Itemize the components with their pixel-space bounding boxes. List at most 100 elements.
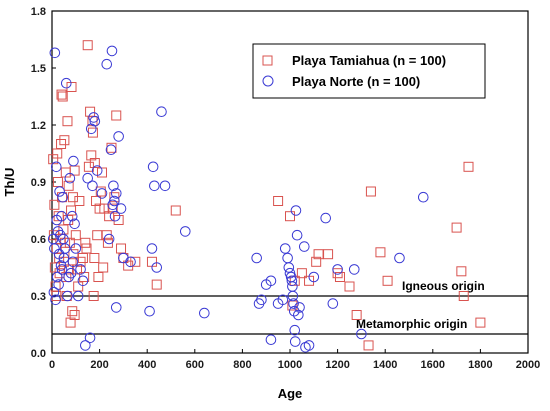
- norte-point: [356, 328, 367, 340]
- legend-box: [252, 43, 486, 99]
- norte-point: [80, 340, 91, 351]
- x-tick-label: 800: [233, 359, 251, 371]
- norte-point: [59, 243, 71, 254]
- norte-point: [277, 294, 289, 306]
- norte-point: [147, 161, 159, 173]
- tamiahua-point: [113, 215, 124, 225]
- tamiahua-point: [48, 230, 59, 241]
- norte-point: [348, 264, 360, 275]
- tamiahua-point: [351, 310, 362, 320]
- norte-point: [96, 188, 108, 199]
- norte-point: [48, 286, 60, 298]
- tamiahua-point: [323, 249, 334, 260]
- norte-point: [57, 191, 69, 203]
- tamiahua-point: [70, 230, 81, 241]
- norte-point: [108, 180, 119, 192]
- norte-point: [103, 233, 115, 245]
- norte-point: [89, 115, 101, 127]
- norte-point: [70, 243, 82, 254]
- tamiahua-point: [104, 211, 115, 222]
- tamiahua-point: [66, 205, 77, 216]
- tamiahua-point: [68, 249, 79, 260]
- legend-label-norte: Playa Norte (n = 100): [292, 74, 420, 89]
- tamiahua-point: [95, 186, 106, 197]
- legend-circle-icon: [262, 75, 274, 87]
- norte-point: [144, 305, 155, 317]
- tamiahua-point: [62, 116, 73, 127]
- tamiahua-point: [96, 167, 107, 178]
- norte-point: [56, 264, 68, 275]
- tamiahua-point: [289, 275, 300, 286]
- tamiahua-point: [67, 306, 78, 317]
- norte-point: [293, 309, 304, 321]
- x-tick-label: 0: [49, 359, 55, 371]
- tamiahua-point: [334, 272, 345, 282]
- tamiahua-point: [59, 135, 70, 146]
- norte-point: [101, 58, 113, 70]
- x-axis-title: Age: [278, 386, 303, 401]
- norte-point: [53, 279, 64, 290]
- y-tick-label: 0.0: [31, 348, 46, 360]
- norte-point: [159, 180, 171, 192]
- norte-point: [109, 195, 120, 207]
- legend: Playa Tamiahua (n = 100) Playa Norte (n …: [252, 43, 486, 99]
- norte-point: [256, 294, 267, 306]
- tamiahua-point: [365, 186, 376, 197]
- norte-point: [65, 267, 77, 279]
- norte-point: [251, 252, 262, 264]
- norte-point: [125, 256, 136, 268]
- norte-point: [394, 252, 405, 264]
- norte-point: [179, 226, 191, 237]
- tamiahua-point: [285, 211, 295, 222]
- tamiahua-point: [92, 230, 103, 241]
- tamiahua-point: [463, 161, 474, 172]
- norte-point: [110, 188, 122, 199]
- tamiahua-point: [273, 196, 284, 206]
- norte-point: [265, 334, 277, 346]
- norte-point: [288, 305, 300, 317]
- y-tick-label: 1.8: [31, 6, 46, 18]
- y-axis-title: Th/U: [2, 168, 17, 197]
- norte-point: [287, 290, 299, 302]
- norte-point: [87, 180, 98, 192]
- reference-line-label: Igneous origin: [402, 279, 485, 293]
- legend-square-icon: [262, 55, 273, 66]
- y-tick-label: 0.9: [31, 177, 46, 189]
- norte-point: [66, 210, 78, 222]
- norte-point: [290, 205, 302, 216]
- norte-point: [286, 275, 298, 287]
- y-tick-label: 0.6: [31, 234, 46, 246]
- reference-lines: Igneous origin Metamorphic origin: [52, 279, 528, 335]
- norte-point: [151, 262, 163, 273]
- tamiahua-point: [56, 139, 67, 149]
- legend-label-tamiahua: Playa Tamiahua (n = 100): [292, 53, 446, 68]
- norte-point: [56, 210, 67, 222]
- tamiahua-point: [363, 340, 374, 351]
- norte-point: [69, 218, 80, 230]
- tamiahua-point: [170, 205, 181, 216]
- x-tick-label: 400: [138, 359, 156, 371]
- norte-point: [146, 243, 158, 254]
- norte-point: [55, 229, 66, 241]
- data-markers: [47, 40, 486, 353]
- norte-point: [109, 210, 121, 222]
- norte-point: [68, 155, 79, 167]
- norte-point: [50, 294, 61, 306]
- tamiahua-point: [332, 268, 343, 279]
- norte-point: [332, 264, 343, 275]
- norte-point: [51, 271, 63, 283]
- norte-point: [308, 271, 320, 283]
- tamiahua-point: [382, 275, 393, 286]
- tamiahua-point: [313, 249, 324, 260]
- tamiahua-point: [296, 268, 307, 279]
- norte-point: [265, 275, 277, 287]
- x-tick-label: 1200: [325, 359, 349, 371]
- tamiahua-point: [57, 91, 68, 102]
- norte-point: [291, 229, 303, 241]
- x-tick-label: 200: [90, 359, 108, 371]
- y-tick-label: 1.5: [31, 63, 46, 75]
- norte-point: [50, 161, 62, 173]
- norte-point: [149, 180, 160, 192]
- tamiahua-point: [67, 192, 78, 203]
- y-tick-label: 0.3: [31, 291, 46, 303]
